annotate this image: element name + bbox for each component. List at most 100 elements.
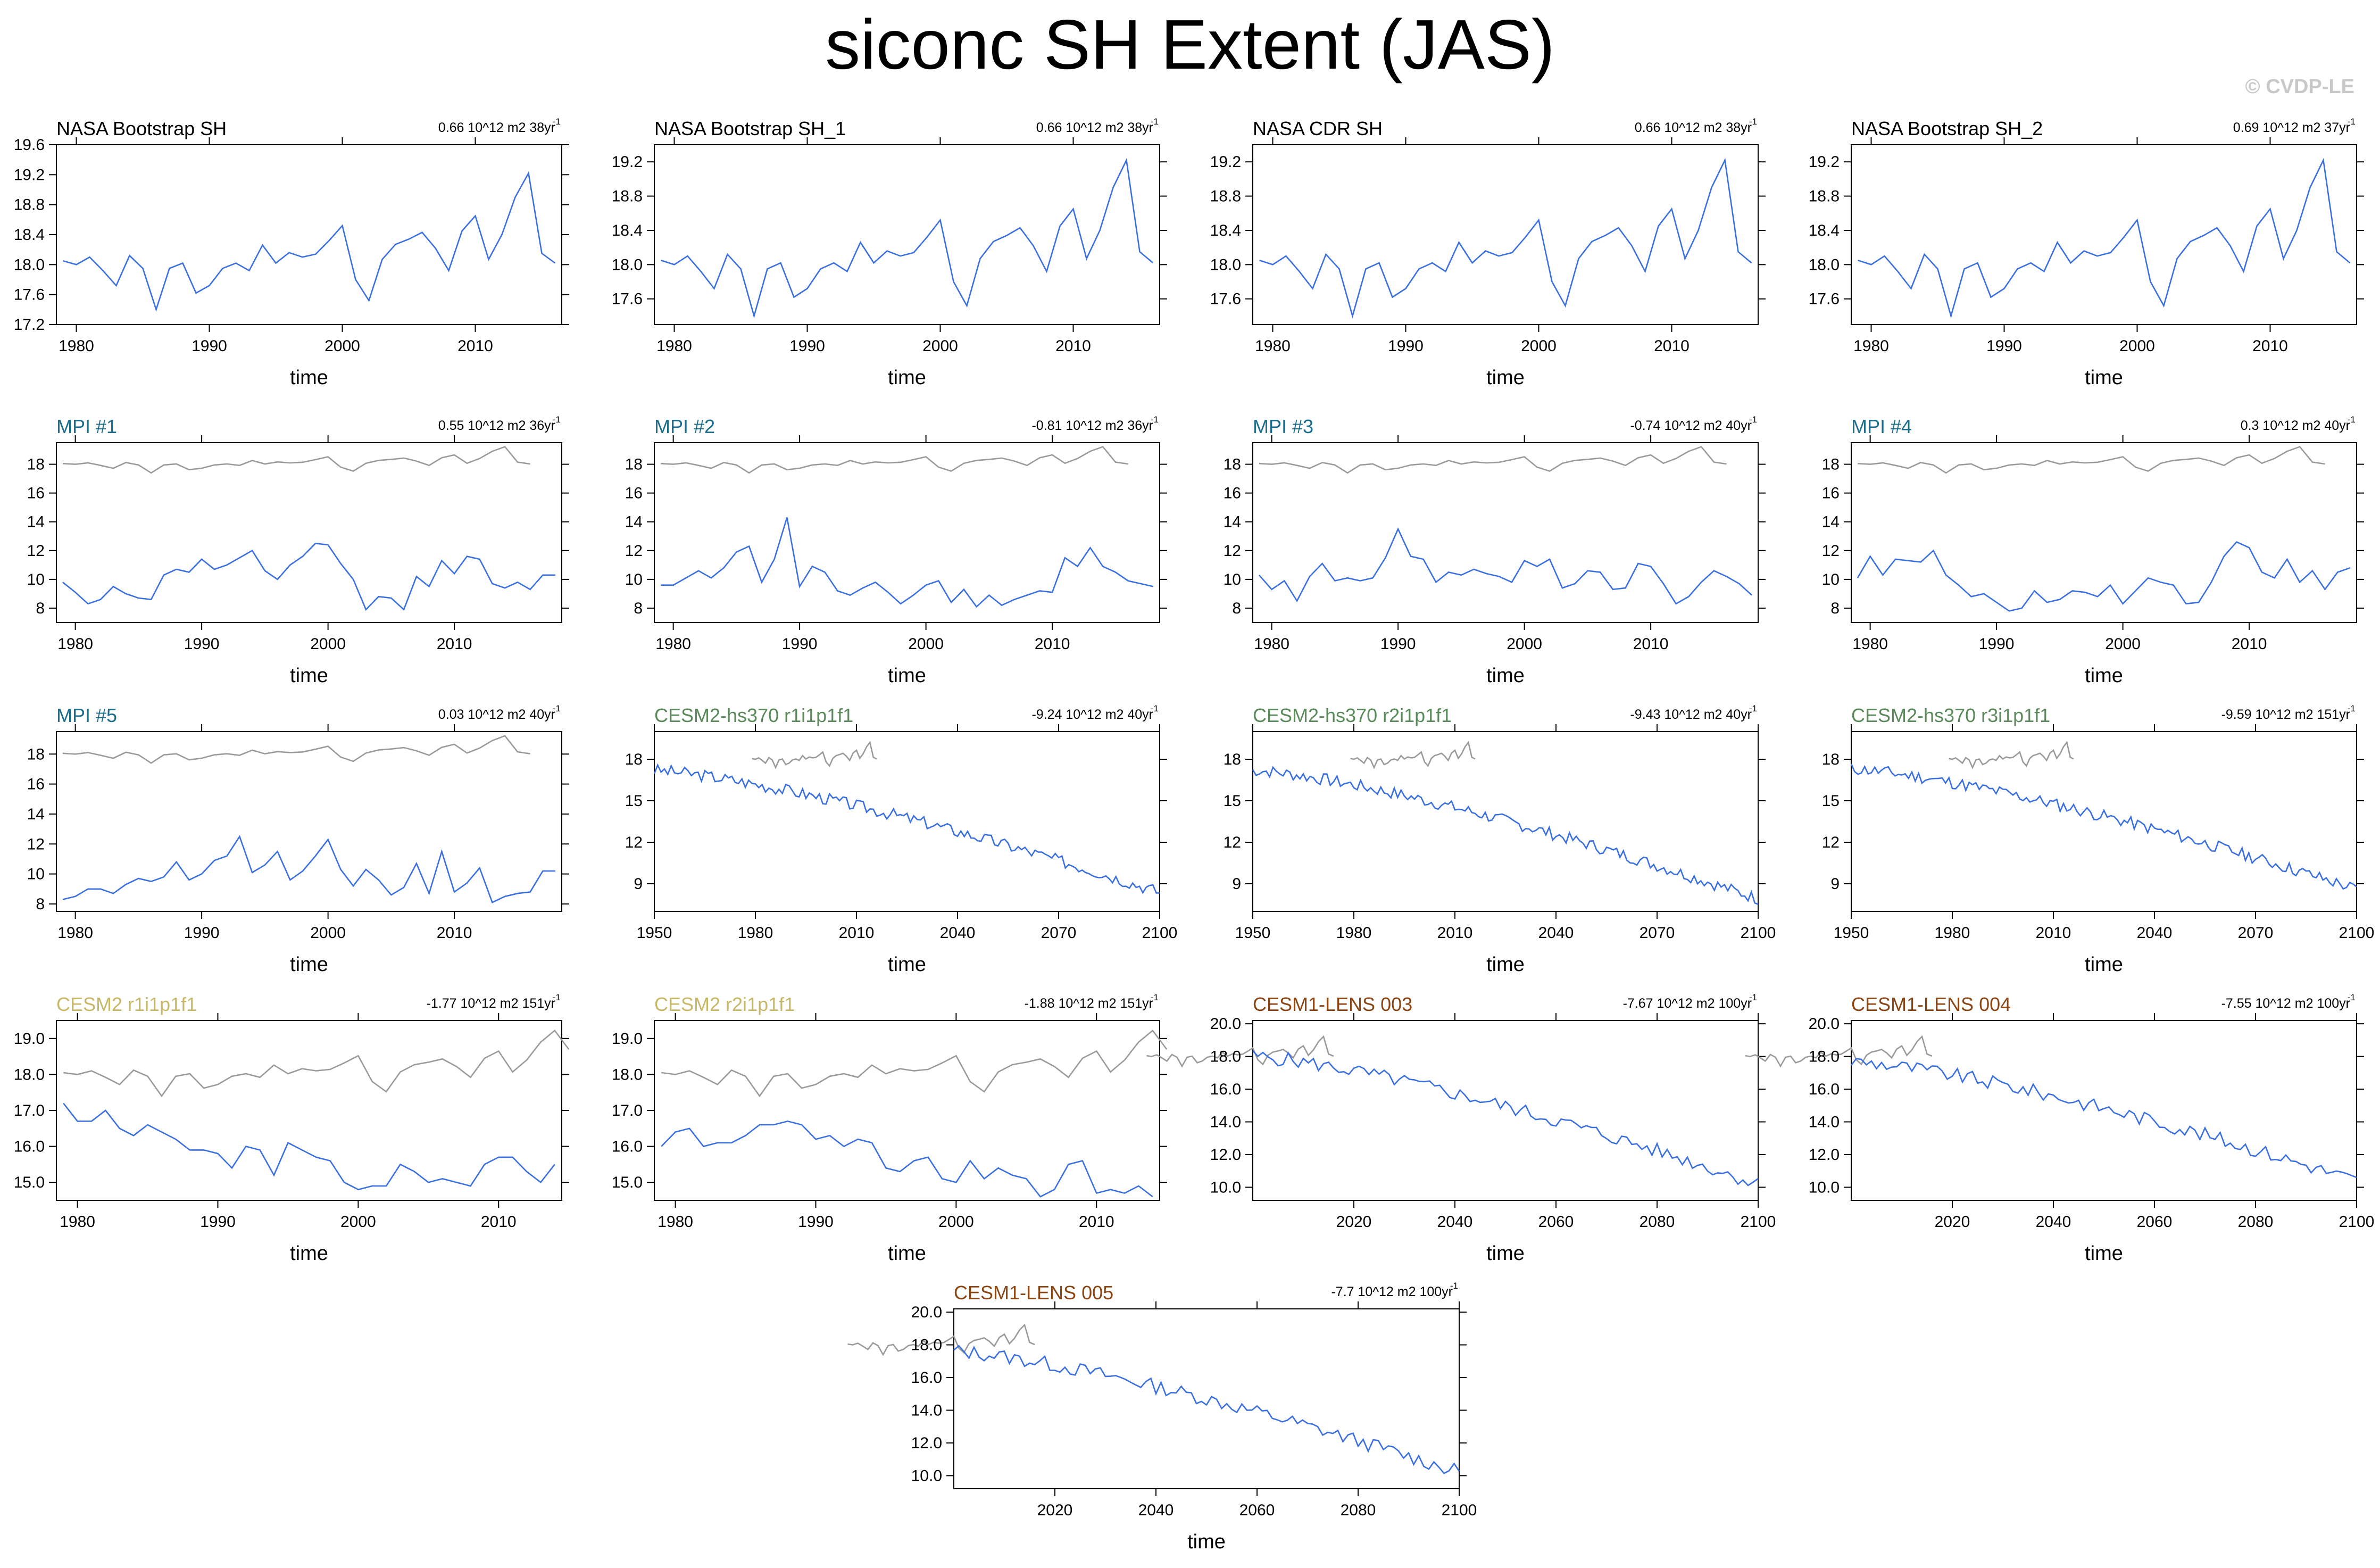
series-line: [62, 446, 530, 474]
x-tick-label: 1950: [637, 924, 672, 942]
trend-superscript: -1: [1749, 703, 1757, 714]
y-tick-label: 15: [625, 792, 643, 810]
trend-label: 0.69 10^12 m2 37yr: [2233, 120, 2350, 135]
panel-title: CESM2 r1i1p1f1: [56, 993, 197, 1015]
trend-superscript: -1: [1749, 414, 1757, 425]
series-line: [660, 446, 1128, 474]
y-tick-label: 18.8: [14, 196, 45, 214]
panel-title: CESM1-LENS 005: [954, 1282, 1113, 1304]
x-tick-label: 2100: [2339, 1213, 2375, 1231]
x-tick-label: 2000: [1521, 337, 1557, 355]
x-tick-label: 2040: [1138, 1501, 1174, 1519]
trend-label: -9.24 10^12 m2 40yr: [1031, 707, 1153, 722]
panel-title: MPI #3: [1253, 416, 1313, 437]
y-tick-label: 10: [1822, 571, 1840, 588]
panel-p15: CESM1-LENS 003 -7.67 10^12 m2 100yr-12020…: [1146, 992, 1776, 1265]
series-line: [1259, 446, 1727, 474]
panel-p10: CESM2-hs370 r1i1p1f1 -9.24 10^12 m2 40yr-…: [625, 703, 1178, 976]
x-tick-label: 1980: [655, 635, 691, 653]
x-axis-label: time: [888, 665, 926, 687]
series-line: [63, 1102, 555, 1191]
x-axis-label: time: [290, 953, 328, 976]
y-tick-label: 19.2: [14, 166, 45, 184]
x-tick-label: 1990: [782, 635, 818, 653]
x-tick-label: 1980: [59, 337, 94, 355]
x-tick-label: 2010: [1079, 1213, 1114, 1231]
series-line: [1850, 764, 2357, 890]
plot-frame: [1851, 1020, 2357, 1201]
panel-title: CESM1-LENS 004: [1851, 993, 2011, 1015]
x-tick-label: 2000: [2119, 337, 2155, 355]
y-tick-label: 16: [27, 485, 45, 502]
x-tick-label: 1980: [60, 1213, 95, 1231]
y-tick-label: 12.0: [1210, 1146, 1241, 1164]
y-tick-label: 9: [1830, 875, 1840, 893]
trend-superscript: -1: [553, 703, 561, 714]
y-tick-label: 18: [625, 751, 643, 768]
y-tick-label: 12: [625, 542, 643, 560]
series-line: [847, 1323, 1035, 1356]
x-tick-label: 2100: [1142, 924, 1178, 942]
y-tick-label: 18.0: [1210, 256, 1241, 273]
y-tick-label: 18: [625, 456, 643, 474]
x-tick-label: 2040: [1538, 924, 1574, 942]
plot-frame: [654, 1020, 1160, 1201]
panel-title: MPI #4: [1851, 416, 1912, 437]
x-tick-label: 2100: [2339, 924, 2375, 942]
x-tick-label: 2000: [324, 337, 360, 355]
series-line: [62, 735, 530, 764]
y-tick-label: 17.0: [14, 1102, 45, 1119]
trend-label: 0.03 10^12 m2 40yr: [438, 707, 555, 722]
y-tick-label: 20.0: [911, 1304, 942, 1321]
x-tick-label: 2040: [1437, 1213, 1473, 1231]
x-tick-label: 2010: [437, 924, 472, 942]
y-tick-label: 16.0: [612, 1138, 643, 1156]
series-line: [1850, 1058, 2357, 1179]
trend-superscript: -1: [553, 992, 561, 1002]
plot-frame: [1252, 442, 1759, 623]
x-tick-label: 1980: [57, 635, 93, 653]
y-tick-label: 18: [1822, 751, 1840, 768]
plot-frame: [56, 1020, 562, 1201]
panel-p12: CESM2-hs370 r3i1p1f1 -9.59 10^12 m2 151yr…: [1822, 703, 2375, 976]
y-tick-label: 12: [27, 835, 45, 853]
x-axis-label: time: [1486, 1242, 1525, 1265]
x-tick-label: 2040: [2137, 924, 2173, 942]
x-tick-label: 2070: [1041, 924, 1077, 942]
trend-superscript: -1: [2348, 117, 2356, 127]
y-tick-label: 12: [1822, 542, 1840, 560]
panel-p6: MPI #2 -0.81 10^12 m2 36yr-1 1980 1990 2000 2…: [625, 414, 1167, 687]
x-tick-label: 2010: [839, 924, 875, 942]
x-tick-label: 1980: [1852, 635, 1888, 653]
y-tick-label: 12: [27, 542, 45, 560]
plot-frame: [1252, 1020, 1759, 1201]
y-tick-label: 10.0: [1210, 1179, 1241, 1196]
x-axis-label: time: [290, 367, 328, 389]
x-tick-label: 2070: [1640, 924, 1675, 942]
series-line: [62, 542, 556, 611]
x-tick-label: 1980: [57, 924, 93, 942]
plot-frame: [1252, 731, 1759, 912]
y-tick-label: 16.0: [1210, 1081, 1241, 1098]
y-tick-label: 9: [1232, 875, 1241, 893]
y-tick-label: 12: [625, 834, 643, 851]
y-tick-label: 17.6: [1210, 291, 1241, 308]
series-line: [1146, 1035, 1334, 1068]
x-tick-label: 1950: [1834, 924, 1869, 942]
x-tick-label: 1990: [1986, 337, 2022, 355]
plot-frame: [654, 144, 1160, 325]
panel-title: MPI #5: [56, 704, 117, 726]
y-tick-label: 18.4: [612, 222, 643, 239]
y-tick-label: 12.0: [911, 1434, 942, 1452]
plot-frame: [1851, 731, 2357, 912]
y-tick-label: 10: [1224, 571, 1241, 588]
y-tick-label: 17.2: [14, 316, 45, 334]
x-tick-label: 2000: [938, 1213, 974, 1231]
panel-title: NASA Bootstrap SH: [56, 118, 227, 139]
plot-frame: [56, 144, 562, 325]
series-line: [661, 1030, 1168, 1098]
x-axis-label: time: [1187, 1531, 1226, 1553]
panel-title: NASA CDR SH: [1253, 118, 1383, 139]
x-tick-label: 2020: [1336, 1213, 1372, 1231]
trend-superscript: -1: [2348, 703, 2356, 714]
